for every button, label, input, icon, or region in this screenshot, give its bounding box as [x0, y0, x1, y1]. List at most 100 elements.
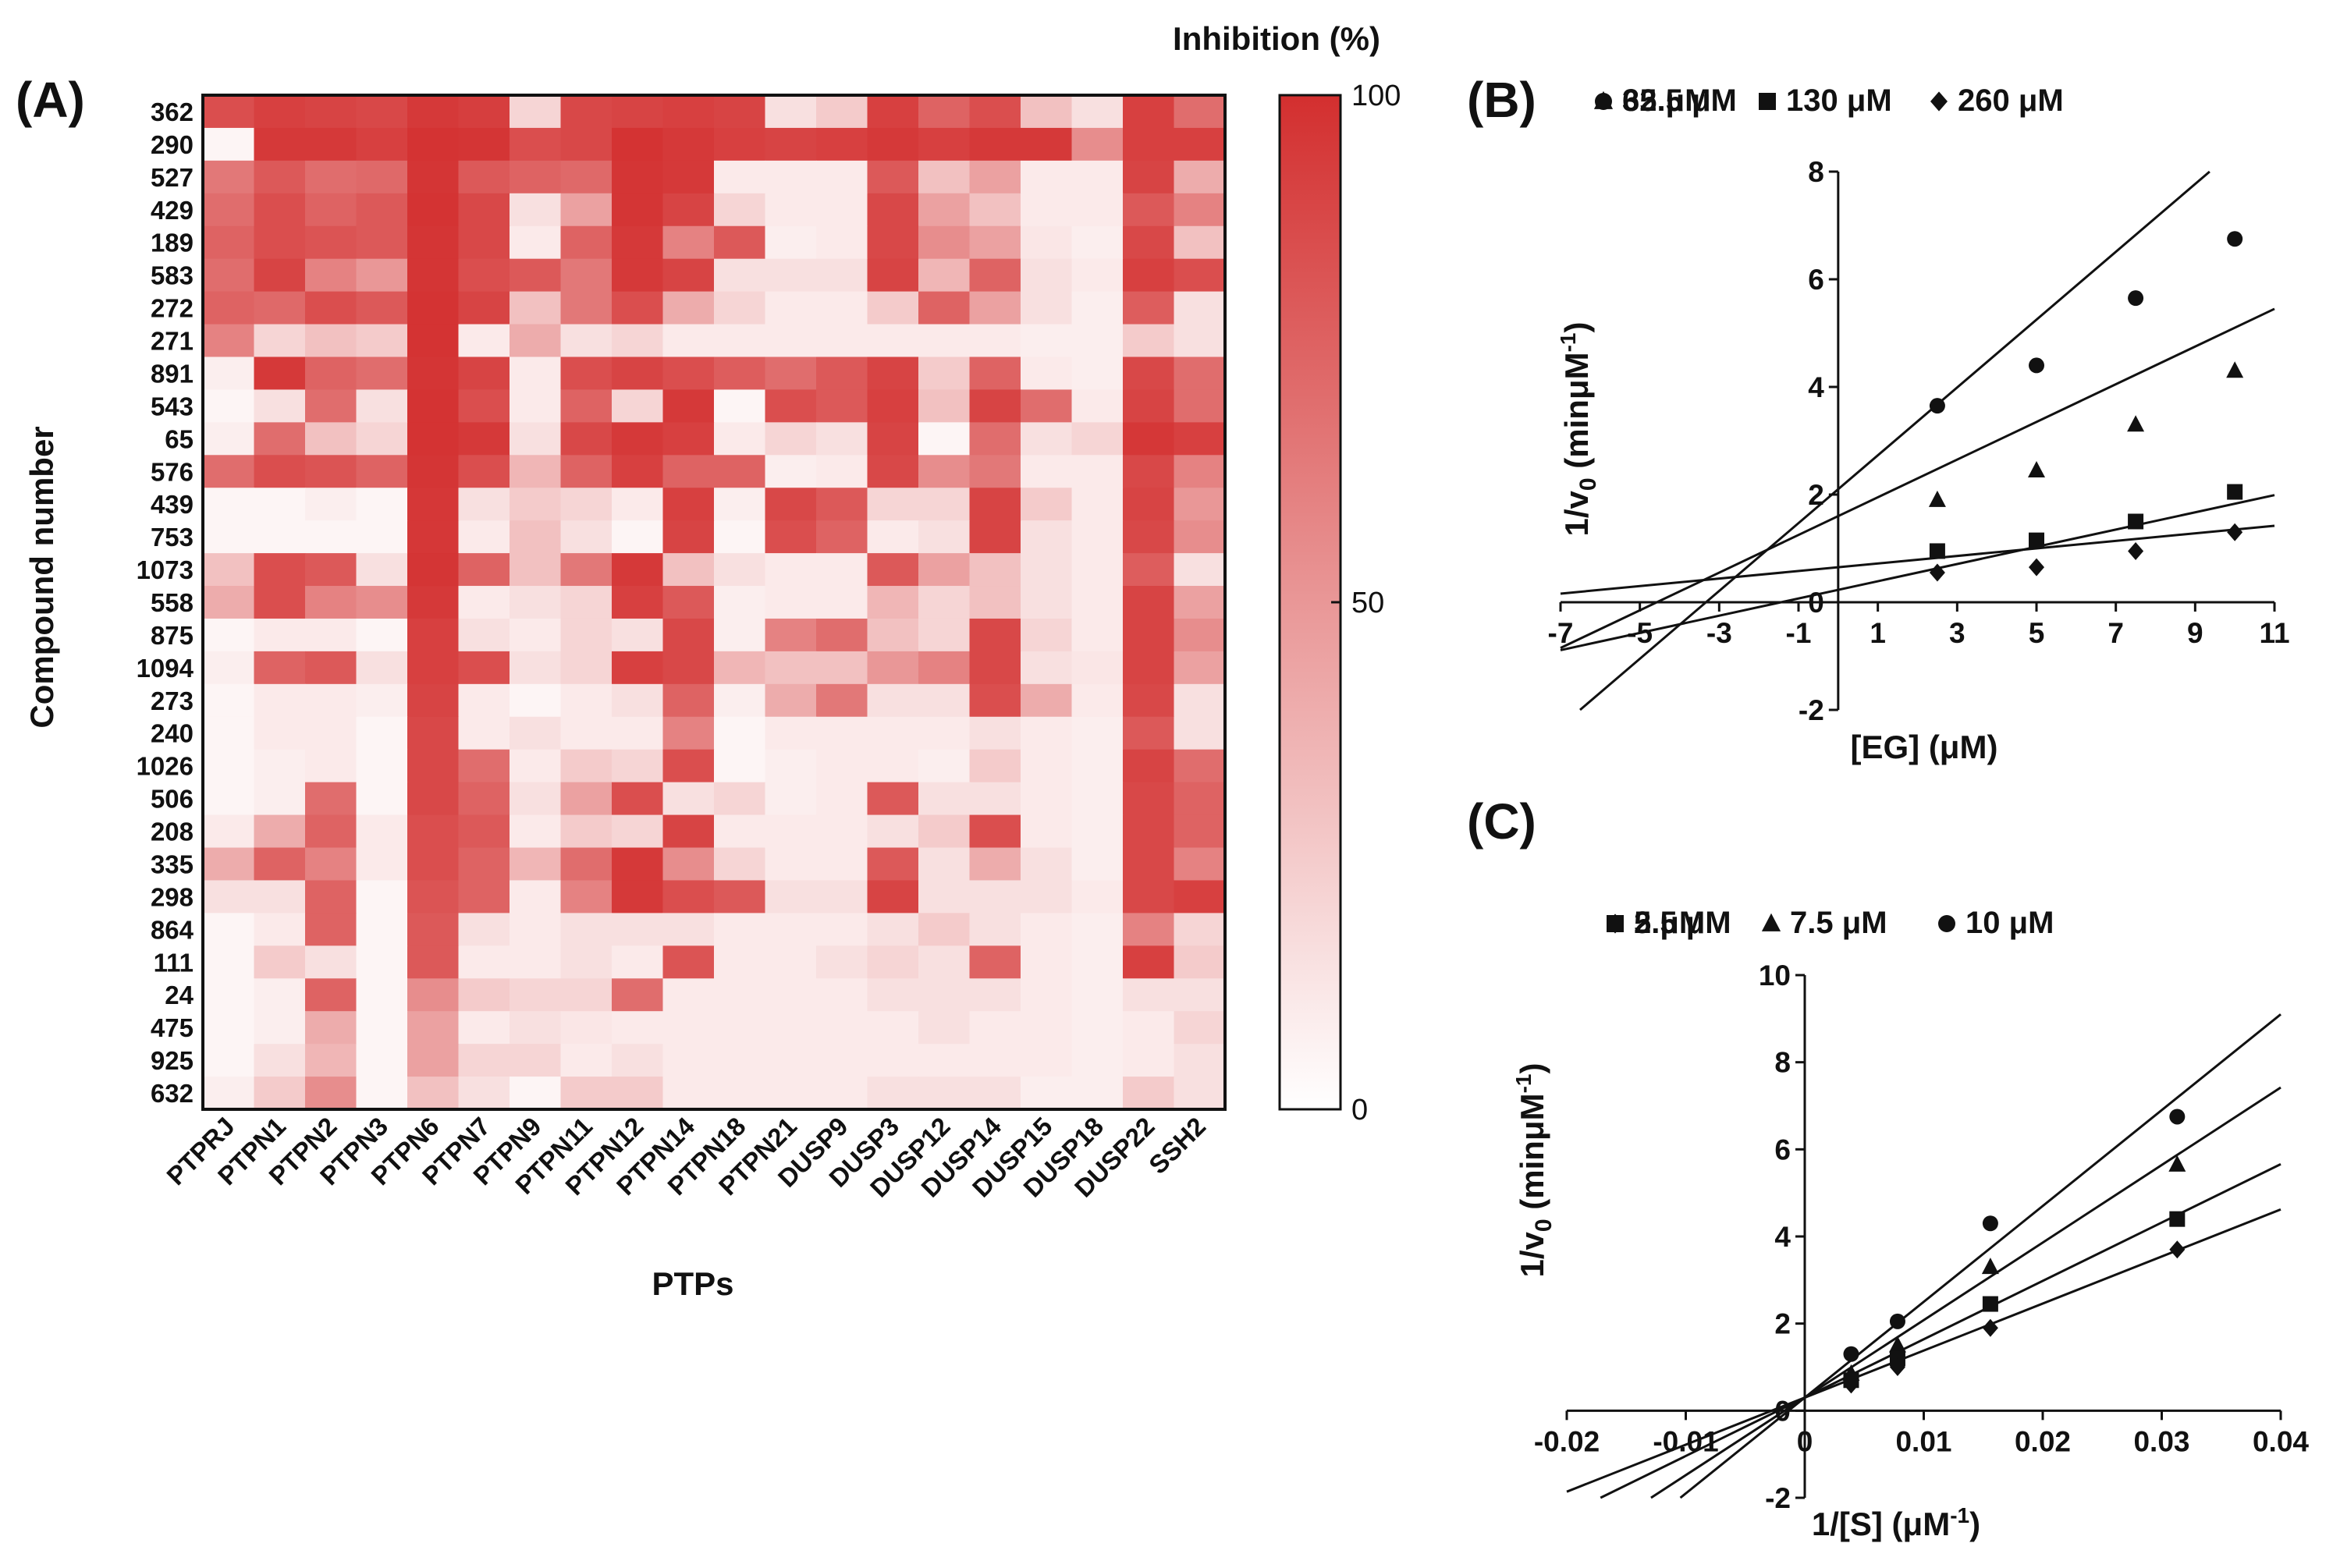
heatmap-row-label: 753 — [151, 523, 194, 552]
heatmap-cell-290-PTPN12 — [612, 127, 664, 161]
heatmap-cell-891-PTPN6 — [407, 357, 460, 391]
heatmap-cell-632-PTPN2 — [305, 1077, 357, 1110]
x-tick-label: 0.04 — [2253, 1425, 2309, 1457]
heatmap-cell-864-PTPN9 — [510, 913, 562, 946]
data-point-square — [2128, 513, 2144, 530]
heatmap-row-label: 189 — [151, 229, 194, 257]
heatmap-cell-362-PTPN1 — [254, 95, 306, 129]
heatmap-y-axis-title: Compound number — [23, 426, 60, 728]
heatmap-cell-240-DUSP12 — [918, 716, 971, 750]
heatmap-cell-208-DUSP18 — [1071, 814, 1124, 849]
fit-line-square — [1600, 1162, 2282, 1499]
heatmap-row-label: 925 — [151, 1046, 194, 1075]
legend-label: 32.5 μM — [1622, 83, 1737, 118]
heatmap-cell-271-PTPN6 — [407, 324, 460, 358]
heatmap-cell-583-DUSP18 — [1071, 258, 1124, 293]
heatmap-row-label: 875 — [151, 621, 194, 650]
heatmap-row-label: 891 — [151, 359, 194, 388]
heatmap-cell-543-PTPN3 — [356, 389, 408, 423]
heatmap-cell-925-DUSP12 — [918, 1044, 971, 1077]
heatmap-cell-272-DUSP14 — [969, 291, 1021, 325]
fit-line-circle — [1579, 170, 2210, 711]
heatmap-cell-1026-DUSP14 — [969, 749, 1021, 783]
heatmap-cell-475-PTPN14 — [662, 1011, 715, 1045]
heatmap-cell-429-PTPN9 — [510, 193, 562, 227]
heatmap-cell-558-PTPRJ — [203, 586, 255, 619]
heatmap-cell-506-PTPN2 — [305, 782, 357, 816]
heatmap-cell-1073-DUSP12 — [918, 553, 971, 587]
heatmap-cell-753-PTPN11 — [560, 520, 613, 554]
heatmap-cell-753-PTPN12 — [612, 520, 664, 554]
heatmap-cell-576-PTPN14 — [662, 455, 715, 488]
heatmap-cell-527-DUSP18 — [1071, 160, 1124, 194]
heatmap-cell-273-PTPN1 — [254, 683, 306, 718]
heatmap-cell-583-PTPN6 — [407, 258, 460, 293]
heatmap-cell-1094-PTPN12 — [612, 651, 664, 685]
heatmap-cell-576-PTPN7 — [458, 455, 510, 488]
heatmap-cell-543-DUSP9 — [816, 389, 868, 423]
x-tick-label: -7 — [1548, 617, 1574, 649]
heatmap-cell-632-SSH2 — [1174, 1077, 1226, 1110]
heatmap-cell-632-PTPN7 — [458, 1077, 510, 1110]
heatmap-cell-753-PTPRJ — [203, 520, 255, 554]
heatmap-cell-208-PTPN1 — [254, 814, 306, 849]
heatmap-cell-753-PTPN6 — [407, 520, 460, 554]
heatmap-cell-506-PTPN3 — [356, 782, 408, 816]
heatmap-cell-271-PTPN9 — [510, 324, 562, 358]
heatmap-cell-208-PTPN3 — [356, 814, 408, 849]
heatmap-cell-925-PTPN2 — [305, 1044, 357, 1077]
heatmap-cell-925-PTPRJ — [203, 1044, 255, 1077]
heatmap-cell-65-DUSP18 — [1071, 422, 1124, 456]
heatmap-cell-273-DUSP14 — [969, 683, 1021, 718]
heatmap-x-axis-title: PTPs — [652, 1265, 733, 1302]
heatmap-cell-429-DUSP12 — [918, 193, 971, 227]
heatmap-cell-189-DUSP12 — [918, 225, 971, 260]
heatmap-cell-753-PTPN21 — [765, 520, 817, 554]
heatmap-cell-543-PTPN2 — [305, 389, 357, 423]
heatmap-cell-271-SSH2 — [1174, 324, 1226, 358]
heatmap-cell-429-DUSP9 — [816, 193, 868, 227]
y-tick-label: 10 — [1759, 960, 1791, 992]
heatmap-cell-189-PTPN14 — [662, 225, 715, 260]
heatmap-cell-335-PTPN3 — [356, 847, 408, 882]
heatmap-cell-429-DUSP18 — [1071, 193, 1124, 227]
heatmap-cell-506-DUSP14 — [969, 782, 1021, 816]
colorbar-tick-label: 50 — [1351, 587, 1384, 619]
heatmap-cell-475-PTPN7 — [458, 1011, 510, 1045]
heatmap-cell-558-PTPN18 — [714, 586, 766, 619]
heatmap-cell-1073-PTPN14 — [662, 553, 715, 587]
heatmap-row-label: 273 — [151, 686, 194, 715]
heatmap-cell-439-PTPN11 — [560, 488, 613, 521]
heatmap-cell-475-SSH2 — [1174, 1011, 1226, 1045]
heatmap-cell-875-DUSP9 — [816, 618, 868, 652]
heatmap-row-label: 240 — [151, 719, 194, 748]
heatmap-cell-362-PTPRJ — [203, 95, 255, 129]
heatmap-cell-583-DUSP12 — [918, 258, 971, 293]
legend-label: 10 μM — [1965, 906, 2054, 940]
heatmap-cell-24-SSH2 — [1174, 978, 1226, 1012]
heatmap-cell-543-PTPN21 — [765, 389, 817, 423]
heatmap-cell-583-PTPN14 — [662, 258, 715, 293]
heatmap-cell-864-DUSP9 — [816, 913, 868, 946]
heatmap-cell-272-DUSP12 — [918, 291, 971, 325]
heatmap-cells — [203, 95, 1226, 1110]
heatmap-cell-65-DUSP12 — [918, 422, 971, 456]
heatmap-cell-439-DUSP15 — [1021, 488, 1073, 521]
heatmap-cell-527-DUSP15 — [1021, 160, 1073, 194]
heatmap-cell-925-PTPN21 — [765, 1044, 817, 1077]
heatmap-row-label: 290 — [151, 130, 194, 159]
heatmap-cell-240-PTPN9 — [510, 716, 562, 750]
heatmap-cell-208-PTPN14 — [662, 814, 715, 849]
heatmap-cell-864-PTPN12 — [612, 913, 664, 946]
data-point-circle — [2029, 357, 2044, 374]
heatmap-cell-290-DUSP14 — [969, 127, 1021, 161]
heatmap-cell-891-PTPN1 — [254, 357, 306, 391]
heatmap-cell-273-PTPN2 — [305, 683, 357, 718]
heatmap-cell-335-PTPRJ — [203, 847, 255, 882]
heatmap-cell-273-PTPN7 — [458, 683, 510, 718]
heatmap-cell-65-DUSP9 — [816, 422, 868, 456]
y-tick-label: 2 — [1808, 479, 1824, 511]
heatmap-cell-753-PTPN18 — [714, 520, 766, 554]
x-tick-label: -0.01 — [1653, 1425, 1718, 1457]
